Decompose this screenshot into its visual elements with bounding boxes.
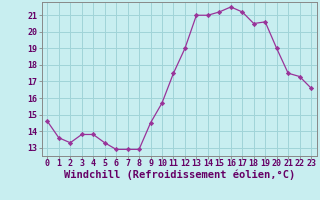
X-axis label: Windchill (Refroidissement éolien,°C): Windchill (Refroidissement éolien,°C) bbox=[64, 170, 295, 180]
